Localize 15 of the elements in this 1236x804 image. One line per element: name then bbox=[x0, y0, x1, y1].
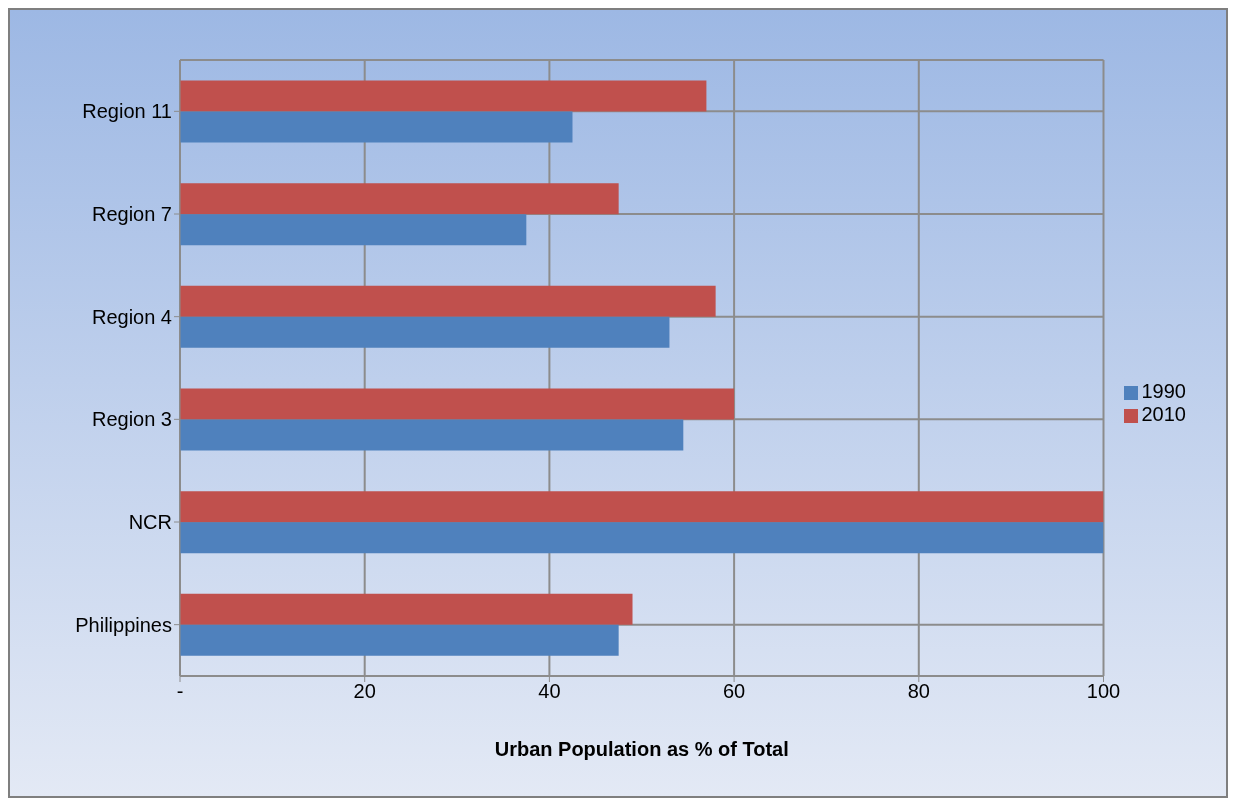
x-axis-title: Urban Population as % of Total bbox=[494, 738, 789, 760]
y-tick-label: NCR bbox=[128, 511, 172, 534]
x-tick-label: 60 bbox=[722, 680, 746, 703]
y-tick-label: Region 4 bbox=[91, 305, 172, 328]
y-tick-label: Region 7 bbox=[91, 203, 172, 226]
legend-label: 2010 bbox=[1141, 403, 1186, 425]
legend-label: 1990 bbox=[1141, 380, 1186, 402]
x-tick-label: 20 bbox=[353, 680, 376, 703]
y-tick-label: Region 3 bbox=[91, 408, 172, 431]
x-tick-label: 80 bbox=[907, 680, 930, 703]
x-tick-label: 40 bbox=[538, 680, 561, 703]
y-tick-label: Region 11 bbox=[82, 100, 172, 123]
x-tick-label: - bbox=[176, 680, 184, 703]
y-tick-label: Philippines bbox=[75, 613, 172, 636]
x-tick-label: 100 bbox=[1086, 680, 1121, 703]
